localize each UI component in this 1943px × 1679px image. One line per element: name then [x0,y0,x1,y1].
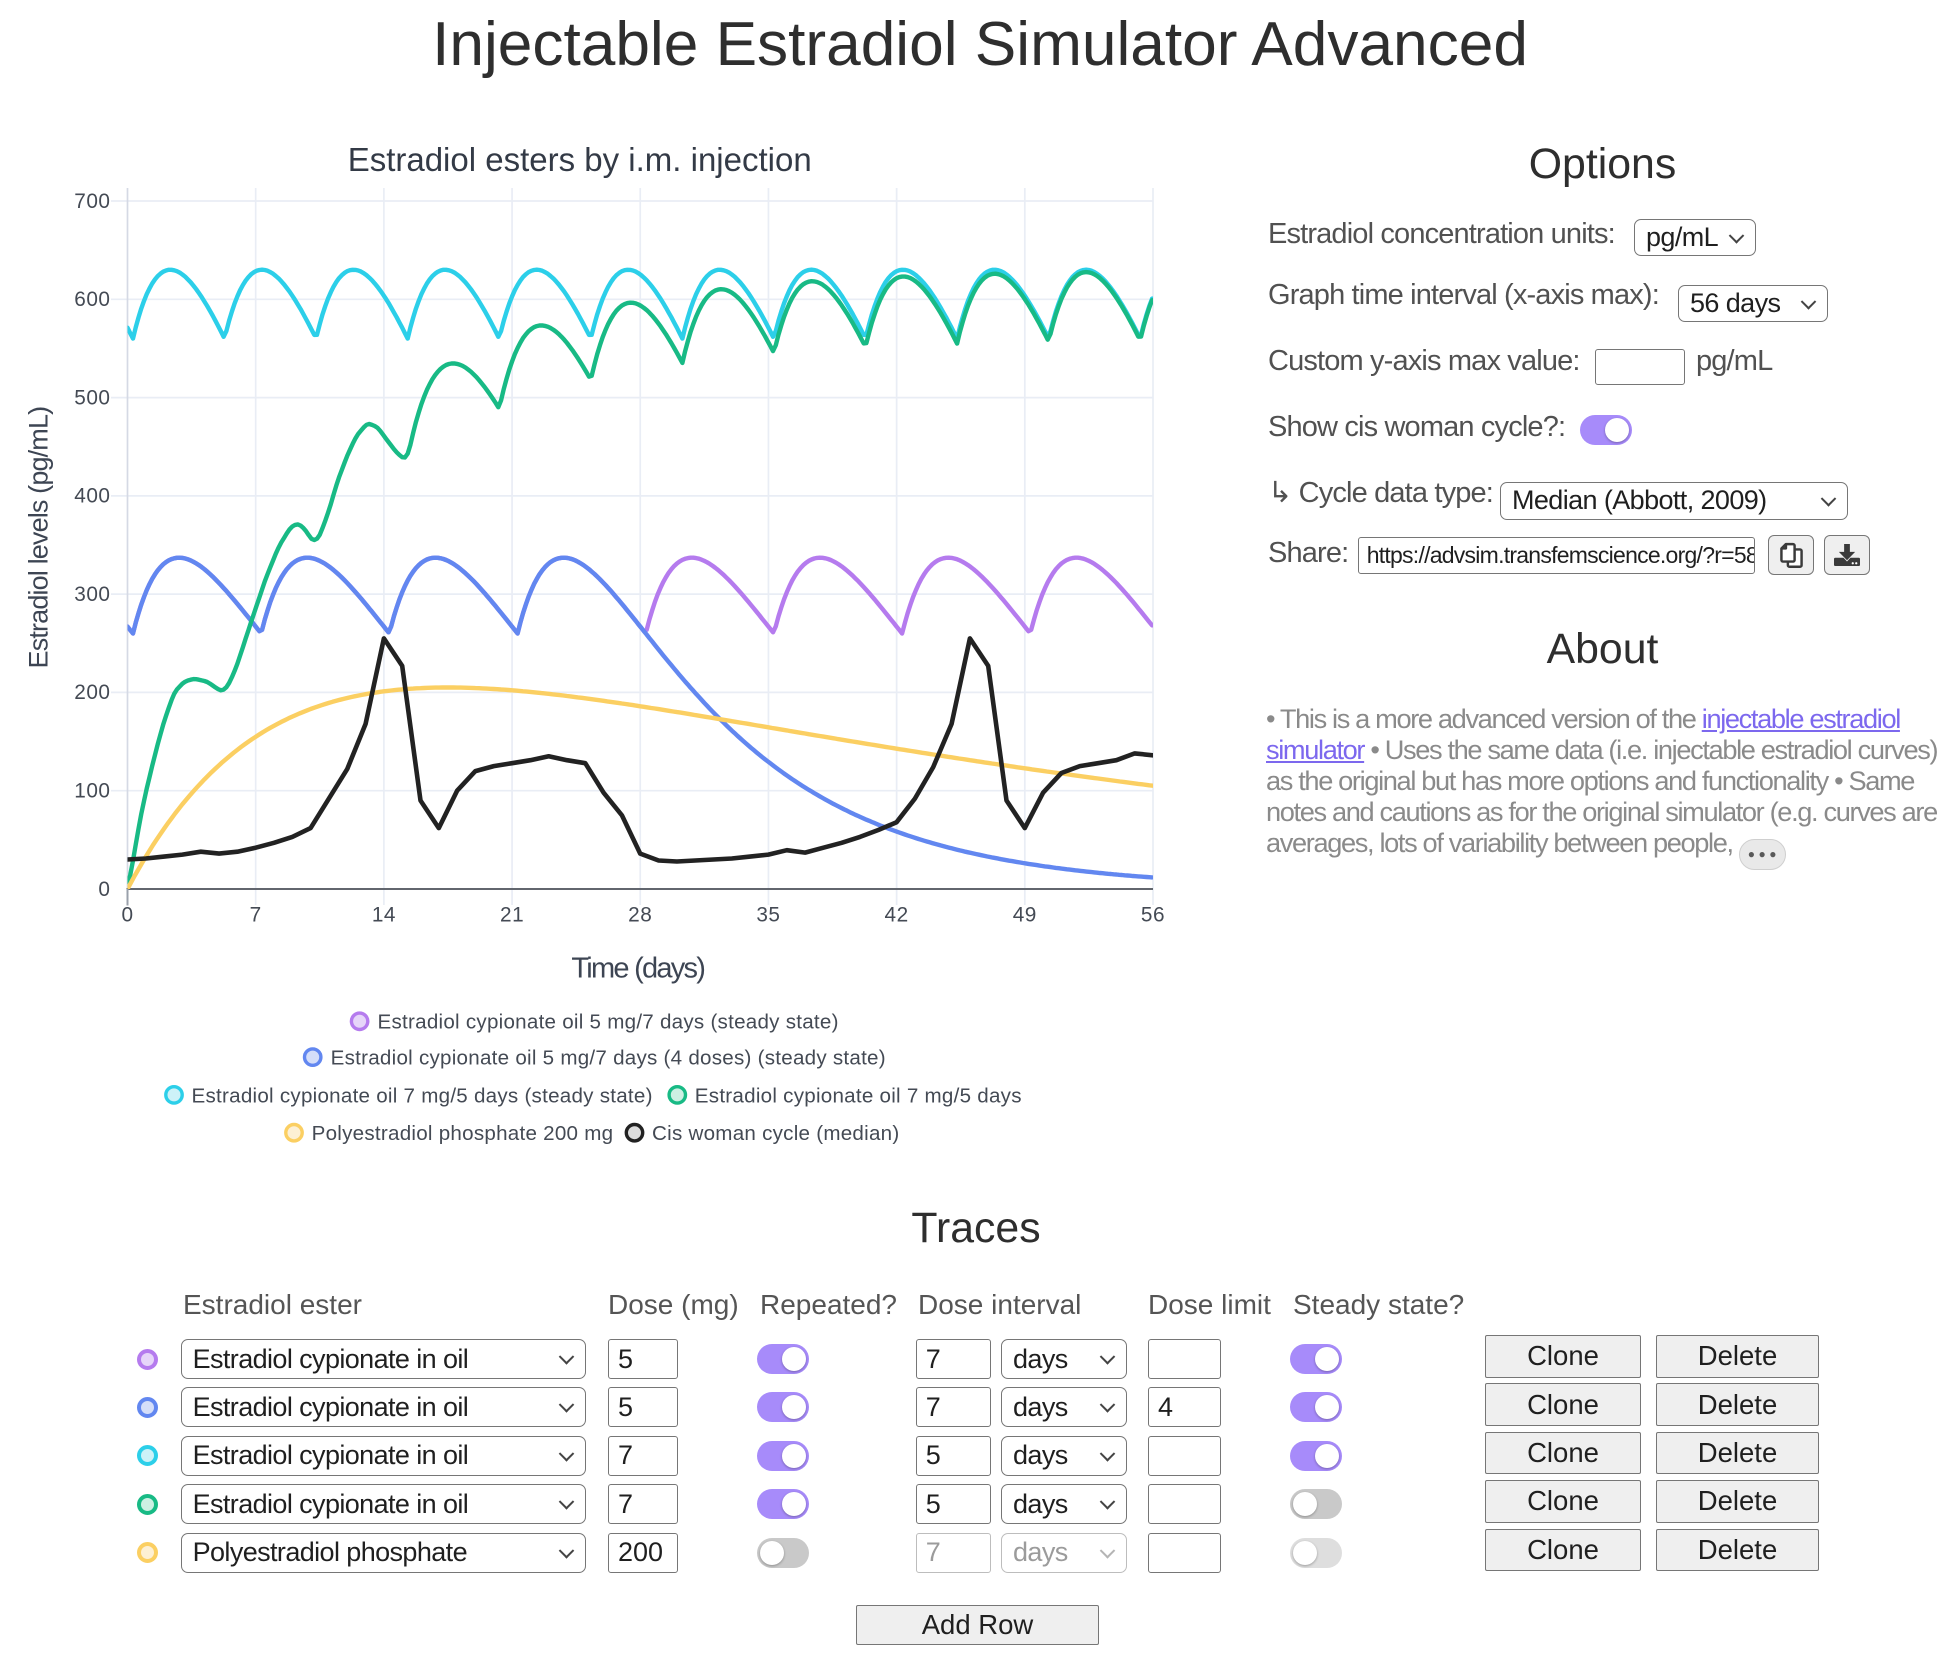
svg-text:49: 49 [1013,903,1037,926]
svg-text:Estradiol cypionate oil 5 mg/7: Estradiol cypionate oil 5 mg/7 days (ste… [378,1011,839,1034]
svg-text:21: 21 [500,903,524,926]
svg-text:Estradiol cypionate oil 7 mg/5: Estradiol cypionate oil 7 mg/5 days [695,1084,1022,1107]
svg-text:Time (days): Time (days) [571,952,704,984]
svg-text:600: 600 [74,288,110,311]
svg-text:400: 400 [74,485,110,508]
svg-text:42: 42 [885,903,909,926]
svg-text:Estradiol cypionate oil 7 mg/5: Estradiol cypionate oil 7 mg/5 days (ste… [192,1084,653,1107]
svg-text:Estradiol esters by i.m. injec: Estradiol esters by i.m. injection [348,141,812,178]
svg-text:0: 0 [98,878,110,901]
svg-text:7: 7 [250,903,262,926]
svg-text:Estradiol levels (pg/mL): Estradiol levels (pg/mL) [24,407,54,669]
svg-text:0: 0 [121,903,133,926]
svg-text:500: 500 [74,386,110,409]
svg-text:28: 28 [628,903,652,926]
svg-text:56: 56 [1141,903,1165,926]
svg-text:14: 14 [372,903,396,926]
svg-text:300: 300 [74,583,110,606]
svg-text:200: 200 [74,681,110,704]
svg-text:Estradiol cypionate oil 5 mg/7: Estradiol cypionate oil 5 mg/7 days (4 d… [331,1047,886,1070]
svg-text:35: 35 [756,903,780,926]
svg-text:Cis woman cycle (median): Cis woman cycle (median) [652,1122,899,1145]
svg-text:Polyestradiol phosphate 200 mg: Polyestradiol phosphate 200 mg [312,1122,614,1145]
svg-text:100: 100 [74,780,110,803]
svg-text:700: 700 [74,190,110,213]
